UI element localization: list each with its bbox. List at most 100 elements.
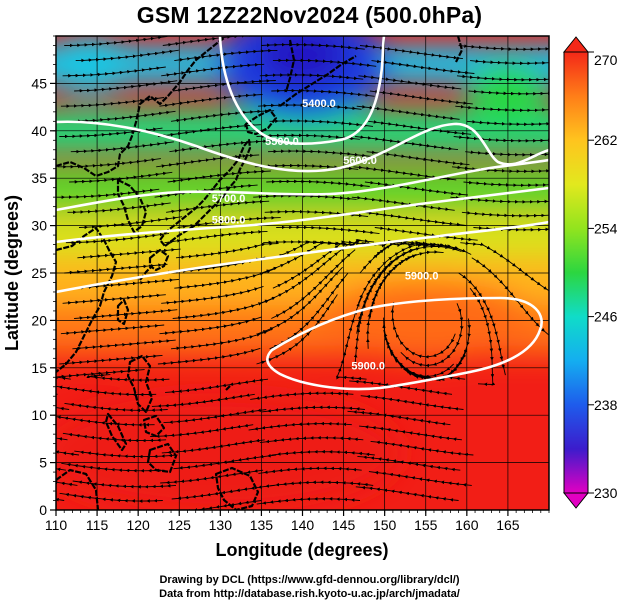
x-tick-label: 160	[455, 517, 479, 533]
colorbar: 270 262 254 246 238 230	[562, 36, 618, 509]
streamline	[271, 88, 375, 97]
streamline	[64, 36, 168, 48]
streamline	[154, 183, 258, 199]
streamline	[59, 492, 163, 503]
axes: 110 115 120 125 130 135 140 145 150 155 160 165 0 5 10…	[31, 35, 550, 533]
contour-5600	[56, 158, 549, 212]
streamline	[166, 199, 270, 214]
streamline	[258, 466, 362, 474]
colorbar-tick-label: 270	[594, 52, 618, 68]
streamline	[470, 59, 549, 66]
streamline	[169, 139, 273, 153]
contour-label: 5600.0	[343, 155, 377, 167]
contour-label: 5900.0	[351, 361, 385, 373]
contour-labels: 5400.0 5500.0 5600.0 5700.0 5800.0 5900.0 5900…	[212, 98, 439, 373]
x-tick-label: 150	[373, 517, 397, 533]
streamline	[175, 242, 279, 260]
streamline	[174, 48, 278, 62]
streamline	[458, 44, 549, 52]
colorbar-tick-label: 254	[594, 220, 618, 236]
y-tick-label: 35	[31, 170, 47, 186]
streamline	[256, 133, 360, 141]
streamline	[351, 195, 455, 211]
streamline	[163, 408, 267, 424]
streamline	[267, 149, 372, 158]
streamline	[72, 480, 177, 489]
streamline	[56, 441, 80, 457]
streamline	[455, 104, 549, 113]
colorbar-gradient	[563, 51, 589, 494]
streamline	[465, 150, 549, 157]
streamline	[74, 308, 178, 320]
x-tick-label: 110	[45, 517, 68, 533]
y-tick-label: 40	[31, 123, 47, 139]
contour-5500	[56, 120, 549, 173]
streamline	[366, 150, 470, 166]
figure-title: GSM 12Z22Nov2024 (500.0hPa)	[136, 2, 483, 28]
streamline	[60, 96, 165, 108]
streamline	[451, 165, 549, 174]
streamline	[86, 373, 170, 382]
streamline	[358, 74, 462, 90]
x-axis-label: Longitude (degrees)	[215, 540, 388, 560]
streamline	[261, 42, 365, 50]
streamline	[160, 469, 264, 485]
streamline	[171, 484, 275, 500]
contour-5900-high	[266, 296, 543, 391]
streamline	[371, 59, 475, 75]
contour-5700	[56, 186, 549, 244]
y-tick-label: 25	[31, 265, 47, 281]
streamline	[256, 496, 361, 505]
streamline	[56, 415, 155, 427]
streamline	[177, 216, 281, 229]
x-tick-label: 120	[126, 517, 150, 533]
y-tick-label: 5	[39, 455, 47, 471]
streamline	[276, 225, 380, 235]
streamline	[150, 423, 254, 439]
china-coast	[56, 226, 118, 373]
streamline	[359, 44, 463, 60]
streamline	[74, 80, 178, 93]
streamline	[159, 316, 262, 335]
streamline	[164, 499, 262, 510]
streamline	[400, 303, 464, 368]
contour-label: 5500.0	[265, 136, 299, 148]
streamline	[62, 293, 166, 305]
streamline	[75, 49, 179, 63]
y-axis-label: Latitude (degrees)	[2, 195, 22, 351]
streamline	[159, 93, 263, 108]
streamline	[151, 393, 255, 408]
contour-5800	[56, 220, 549, 294]
streamline	[269, 119, 374, 128]
streamline	[355, 485, 459, 502]
x-tick-label: 140	[291, 517, 315, 533]
streamline	[62, 432, 167, 443]
streamline	[170, 328, 273, 351]
y-tick-label: 45	[31, 75, 47, 91]
streamline	[72, 339, 176, 351]
streamline	[162, 36, 261, 47]
y-tick-label: 0	[39, 502, 47, 518]
streamline	[156, 153, 260, 168]
streamline	[64, 402, 168, 413]
x-tick-label: 145	[332, 517, 356, 533]
footer-credit-dcl: Drawing by DCL (https://www.gfd-dennou.o…	[159, 574, 460, 586]
streamline	[453, 135, 549, 143]
colorbar-tick-label: 238	[594, 397, 618, 413]
streamline	[172, 79, 276, 93]
streamline	[456, 74, 549, 82]
streamline	[466, 120, 549, 127]
y-tick-label: 30	[31, 218, 47, 234]
contour-5400	[218, 36, 386, 146]
streamline	[370, 440, 474, 457]
colorbar-tick-label: 230	[594, 485, 618, 501]
streamline	[59, 354, 163, 366]
streamline	[72, 110, 176, 123]
x-tick-label: 115	[86, 517, 109, 533]
streamline	[272, 58, 377, 67]
streamline	[167, 169, 271, 184]
sakhalin-coast	[284, 39, 296, 93]
streamline	[56, 471, 78, 487]
streamline	[368, 120, 472, 136]
